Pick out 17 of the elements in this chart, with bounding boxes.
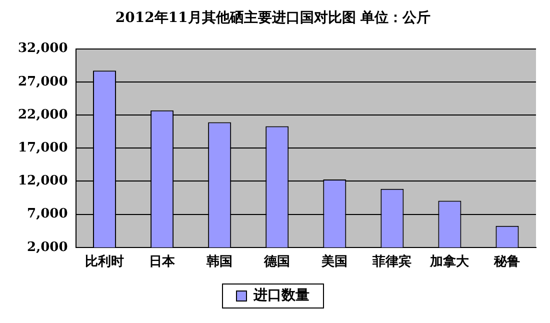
y-tick-label: 17,000 [18, 140, 68, 156]
x-tick-label: 德国 [263, 254, 290, 270]
y-tick-label: 7,000 [27, 206, 68, 222]
y-tick-label: 12,000 [18, 174, 68, 189]
y-tick-label: 27,000 [18, 74, 68, 90]
chart-title: 2012年11月其他硒主要进口国对比图 单位：公斤 [115, 9, 431, 26]
x-tick-label: 菲律宾 [372, 254, 412, 270]
legend-label: 进口数量 [252, 288, 310, 304]
x-tick-label: 韩国 [206, 254, 233, 270]
x-tick-label: 日本 [149, 254, 176, 270]
y-tick-label: 32,000 [18, 41, 68, 56]
y-tick-label: 22,000 [18, 107, 68, 122]
x-tick-label: 比利时 [85, 254, 124, 270]
y-tick-label: 2,000 [27, 240, 68, 255]
x-tick-label: 秘鲁 [493, 254, 520, 270]
x-tick-label: 加拿大 [429, 254, 470, 270]
x-tick-label: 美国 [320, 254, 348, 270]
